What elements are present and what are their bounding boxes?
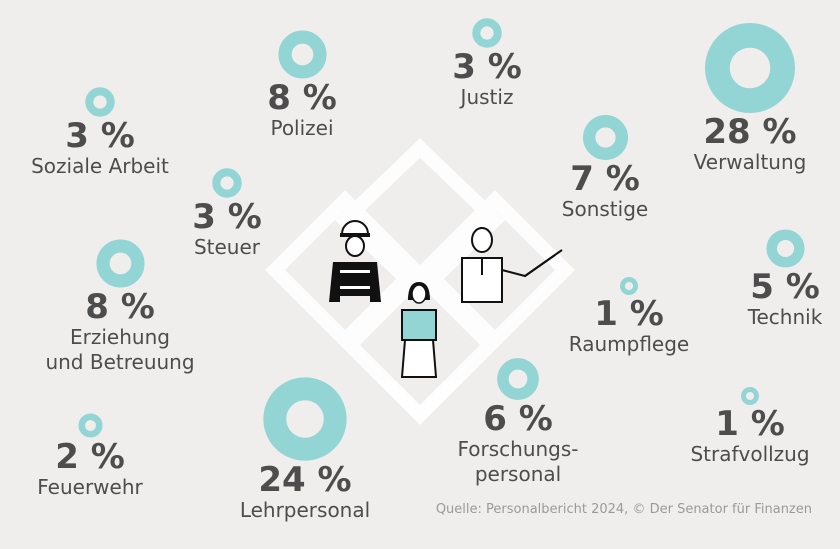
category-label: personal (474, 462, 562, 486)
category-label: Verwaltung (693, 150, 807, 174)
ring-marker (619, 276, 639, 296)
category-label: Strafvollzug (690, 442, 810, 466)
ring-circle (619, 276, 639, 296)
ring-circle (705, 23, 795, 113)
item-forschungspersonal: 6 % Forschungs- personal (408, 357, 628, 487)
category-label: Technik (747, 305, 823, 329)
item-sonstige: 7 % Sonstige (495, 114, 715, 222)
category-label: und Betreuung (45, 350, 195, 374)
value-label: 28 % (703, 112, 797, 152)
item-polizei: 8 % Polizei (192, 29, 412, 141)
category-label: Raumpflege (568, 332, 690, 356)
ring-circle (765, 229, 805, 268)
ring-circle (85, 87, 115, 117)
value-label: 1 % (715, 404, 785, 444)
ring-marker (497, 358, 539, 400)
item-lehrpersonal: 24 % Lehrpersonal (195, 376, 415, 523)
ring-marker (582, 115, 628, 160)
item-steuer: 3 % Steuer (117, 167, 337, 260)
category-label: Polizei (270, 116, 334, 140)
value-label: 6 % (483, 399, 553, 439)
value-label: 2 % (55, 437, 125, 477)
ring-marker (95, 239, 145, 288)
value-label: 3 % (452, 47, 522, 87)
item-raumpflege: 1 % Raumpflege (519, 276, 739, 357)
ring-circle (263, 377, 347, 461)
item-strafvollzug: 1 % Strafvollzug (640, 386, 840, 467)
ring-circle (472, 18, 502, 48)
value-label: 8 % (267, 78, 337, 118)
ring-circle (497, 358, 539, 400)
item-feuerwehr: 2 % Feuerwehr (0, 412, 200, 500)
ring-marker (263, 377, 347, 461)
value-label: 3 % (65, 116, 135, 156)
category-label: Feuerwehr (37, 475, 143, 499)
item-soziale-arbeit: 3 % Soziale Arbeit (0, 86, 210, 179)
ring-circle (582, 115, 628, 160)
item-verwaltung: 28 % Verwaltung (640, 22, 840, 175)
ring-circle (77, 413, 103, 438)
ring-marker (740, 386, 760, 406)
ring-marker (277, 30, 327, 79)
ring-marker (472, 18, 502, 48)
teacher-icon (461, 227, 563, 303)
item-technik: 5 % Technik (675, 228, 840, 330)
ring-marker (765, 229, 805, 268)
category-label: Justiz (460, 85, 514, 109)
ring-marker (705, 23, 795, 113)
category-label: Sonstige (561, 197, 649, 221)
category-label: Lehrpersonal (239, 498, 371, 522)
source-note: Quelle: Personalbericht 2024, © Der Sena… (435, 502, 812, 517)
item-justiz: 3 % Justiz (377, 17, 597, 110)
value-label: 7 % (570, 159, 640, 199)
value-label: 5 % (750, 267, 820, 307)
ring-marker (85, 87, 115, 117)
category-label: Soziale Arbeit (31, 154, 169, 178)
value-label: 3 % (192, 197, 262, 237)
value-label: 24 % (258, 460, 352, 500)
ring-circle (95, 239, 145, 288)
ring-circle (277, 30, 327, 79)
category-label: Erziehung (70, 325, 170, 349)
value-label: 1 % (594, 294, 664, 334)
value-label: 8 % (85, 287, 155, 327)
ring-marker (77, 413, 103, 438)
firefighter-icon (329, 220, 381, 302)
category-label: Steuer (193, 235, 261, 259)
ring-marker (212, 168, 242, 198)
woman-icon (400, 282, 438, 378)
ring-circle (740, 386, 760, 406)
ring-circle (212, 168, 242, 198)
item-erziehung: 8 % Erziehung und Betreuung (10, 238, 230, 375)
category-label: Forschungs- (457, 437, 579, 461)
